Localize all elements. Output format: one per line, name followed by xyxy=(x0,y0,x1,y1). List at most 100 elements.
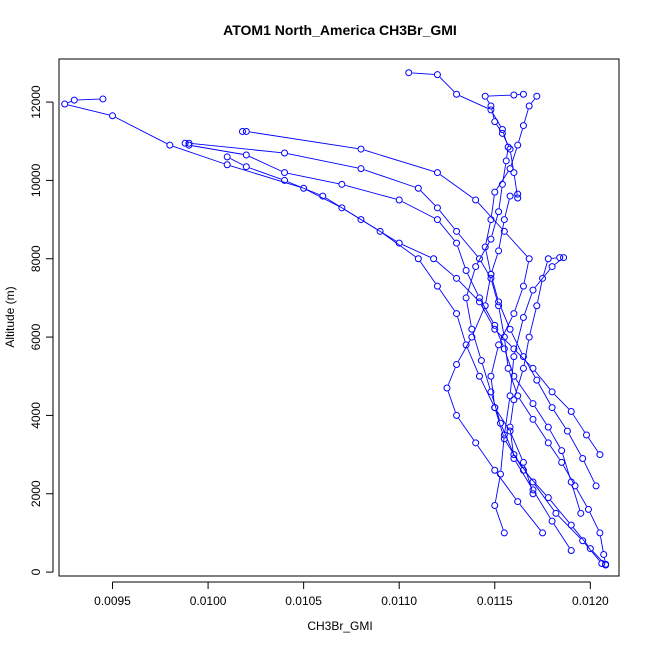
profile-segment xyxy=(496,124,501,131)
data-point xyxy=(433,71,441,79)
data-point xyxy=(529,490,537,498)
data-point xyxy=(61,100,69,108)
series-profile xyxy=(61,95,537,498)
profile-segment xyxy=(467,347,479,374)
profile-segment xyxy=(306,189,339,207)
series-profile xyxy=(491,254,575,555)
data-point xyxy=(567,521,575,529)
data-point xyxy=(242,151,250,159)
data-point xyxy=(453,239,461,247)
data-point xyxy=(242,127,250,135)
data-point xyxy=(462,267,470,274)
series-profile xyxy=(481,92,600,490)
x-tick-label: 0.0115 xyxy=(477,594,513,608)
data-point xyxy=(223,153,231,161)
profile-segment xyxy=(472,332,481,358)
profile-segment xyxy=(77,98,100,101)
data-point xyxy=(500,529,508,537)
data-point xyxy=(453,90,461,98)
data-point xyxy=(487,372,495,380)
profile-segment xyxy=(534,370,551,390)
data-point xyxy=(462,341,470,349)
profile-segment xyxy=(511,332,523,354)
profile-segment xyxy=(508,371,517,393)
data-point xyxy=(495,247,503,255)
data-point xyxy=(525,255,533,263)
profile-segment xyxy=(491,215,499,236)
data-point xyxy=(548,263,556,271)
y-tick-label: 10000 xyxy=(29,163,43,197)
profile-segment xyxy=(519,504,541,531)
profile-segment xyxy=(515,378,532,402)
profile-segment xyxy=(287,181,320,196)
profile-segment xyxy=(466,301,472,326)
data-point xyxy=(109,112,117,120)
profile-segment xyxy=(457,316,466,342)
data-point xyxy=(519,364,527,372)
profile-segment xyxy=(485,222,491,244)
profile-segment xyxy=(382,233,416,258)
profile-segment xyxy=(511,434,523,460)
data-point xyxy=(567,478,575,486)
data-point xyxy=(514,141,522,149)
data-point xyxy=(487,388,495,396)
profile-segment xyxy=(562,453,571,479)
x-tick-label: 0.0095 xyxy=(94,594,131,608)
data-point xyxy=(596,529,604,537)
profile-segment xyxy=(534,406,547,425)
profile-segment xyxy=(518,128,523,142)
y-tick-label: 0 xyxy=(29,568,43,575)
profile-segment xyxy=(496,331,512,347)
data-point xyxy=(529,415,537,423)
data-point xyxy=(495,208,503,216)
profile-segment xyxy=(553,523,570,548)
profile-segment xyxy=(572,414,585,433)
data-point xyxy=(357,165,365,173)
profile-segment xyxy=(600,536,604,552)
profile-segment xyxy=(498,309,505,334)
profile-segment xyxy=(230,165,301,188)
data-point xyxy=(577,509,585,517)
profile-segment xyxy=(571,485,581,511)
x-tick-label: 0.0100 xyxy=(190,594,227,608)
data-point xyxy=(510,169,518,177)
profile-segment xyxy=(457,246,466,268)
profile-segment xyxy=(514,289,523,311)
data-point xyxy=(472,439,480,447)
profile-segment xyxy=(568,433,582,456)
y-tick-label: 12000 xyxy=(29,85,43,119)
profile-segment xyxy=(402,244,431,258)
data-point xyxy=(495,302,503,310)
data-point xyxy=(539,529,547,537)
profile-segment xyxy=(439,210,455,229)
profile-segment xyxy=(543,261,548,276)
series-layer xyxy=(61,69,610,569)
data-point xyxy=(487,216,495,224)
profile-segment xyxy=(480,304,494,327)
profile-segment xyxy=(549,429,561,448)
y-axis: 0 2000 4000 6000 8000 10000 12000 xyxy=(29,85,54,575)
data-point xyxy=(281,176,289,184)
profile-segment xyxy=(516,351,531,367)
data-point xyxy=(558,458,566,466)
profile-segment xyxy=(534,422,547,441)
data-point xyxy=(481,243,489,251)
profile-segment xyxy=(554,394,570,410)
data-point xyxy=(281,149,289,157)
data-point xyxy=(519,353,527,361)
data-point xyxy=(477,357,485,365)
profile-segment xyxy=(523,262,529,283)
profile-segment xyxy=(496,171,509,190)
profile-segment xyxy=(510,152,514,170)
profile-segment xyxy=(498,222,505,248)
profile-segment xyxy=(553,410,566,429)
profile-segment xyxy=(515,461,532,488)
profile-segment xyxy=(589,512,599,530)
data-point xyxy=(453,411,461,419)
profile-segment xyxy=(506,150,509,158)
data-point xyxy=(519,90,527,98)
data-point xyxy=(319,192,327,200)
data-point xyxy=(500,431,508,439)
data-point xyxy=(376,227,384,235)
profile-segment xyxy=(491,277,499,299)
